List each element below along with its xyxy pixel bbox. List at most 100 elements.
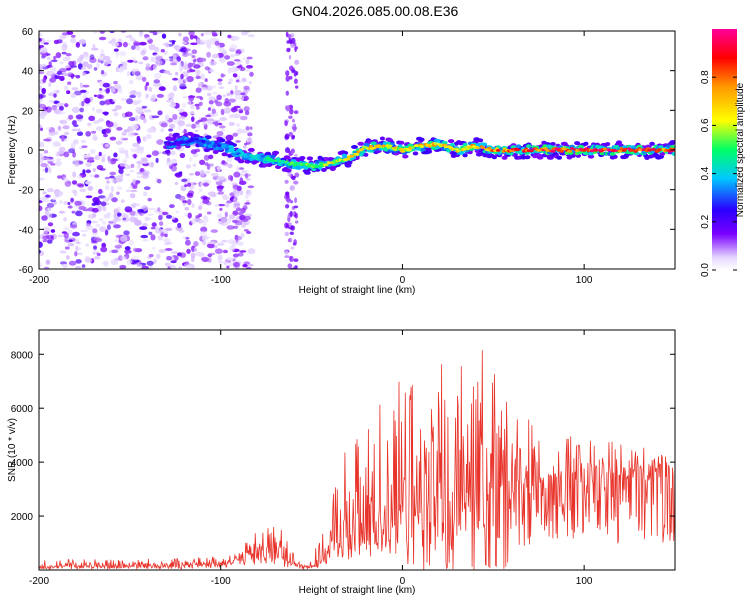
spectrogram-noise-cell <box>163 70 171 74</box>
spectrogram-noise-cell <box>58 146 66 152</box>
spectrogram-noise-cell <box>154 82 162 87</box>
spectrogram-noise-cell <box>43 138 51 142</box>
spectrogram-ridge-cell <box>426 149 433 154</box>
spectrogram-noise-cell <box>163 238 171 243</box>
spectrogram-x-tick-label: -200 <box>29 275 49 286</box>
spectrogram-ridge-cell <box>657 148 663 152</box>
spectrogram-noise-cell <box>211 172 219 177</box>
spectrogram-noise-cell <box>124 249 132 254</box>
spectrogram-noise-cell <box>177 125 182 131</box>
spectrogram-noise-cell <box>177 222 182 228</box>
spectrogram-noise-cell <box>244 69 251 72</box>
spectrogram-noise-cell <box>63 178 69 182</box>
spectrogram-ridge-cell <box>433 142 438 146</box>
spectrogram-noise-cell <box>71 87 79 91</box>
spectrogram-y-tick-label: -40 <box>19 225 34 236</box>
spectrogram-noise-cell <box>93 94 98 98</box>
spectrogram-noise-cell <box>46 56 51 61</box>
spectrogram-noise-cell <box>46 212 53 219</box>
spectrogram-noise-cell <box>82 154 88 159</box>
spectrogram-noise-cell <box>216 242 225 246</box>
spectrogram-noise-cell <box>47 161 54 164</box>
spectrogram-noise-cell <box>169 204 175 209</box>
spectrogram-noise-cell <box>182 36 189 43</box>
spectrogram-noise-cell <box>76 57 83 63</box>
spectrogram-noise-cell <box>44 167 49 173</box>
spectrogram-noise-cell <box>292 126 297 130</box>
spectrogram-noise-cell <box>244 110 250 116</box>
spectrogram-noise-cell <box>150 56 156 62</box>
spectrogram-noise-cell <box>147 207 156 210</box>
spectrogram-noise-cell <box>168 72 173 76</box>
spectrogram-noise-cell <box>151 150 159 157</box>
spectrogram-noise-cell <box>226 257 234 261</box>
spectrogram-noise-cell <box>92 197 100 203</box>
spectrogram-noise-cell <box>111 249 119 254</box>
spectrogram-noise-cell <box>288 222 292 228</box>
spectrogram-noise-cell <box>198 252 205 257</box>
spectrogram-noise-cell <box>139 226 148 231</box>
spectrogram-ridge-cell <box>299 165 306 169</box>
spectrogram-noise-cell <box>183 128 187 134</box>
spectrogram-noise-cell <box>185 164 192 169</box>
spectrogram-noise-cell <box>42 191 47 195</box>
spectrogram-noise-cell <box>156 31 164 34</box>
spectrogram-noise-cell <box>98 36 107 41</box>
spectrogram-noise-cell <box>93 67 98 71</box>
spectrogram-noise-cell <box>202 121 207 126</box>
spectrogram-noise-cell <box>206 241 215 244</box>
spectrogram-noise-cell <box>113 112 119 117</box>
spectrogram-noise-cell <box>196 95 203 99</box>
spectrogram-noise-cell <box>229 214 236 220</box>
spectrogram-noise-cell <box>223 107 231 114</box>
spectrogram-ridge-cell <box>508 151 514 156</box>
spectrogram-noise-cell <box>63 226 70 231</box>
spectrogram-noise-cell <box>55 90 59 94</box>
spectrogram-noise-cell <box>292 118 295 123</box>
spectrogram-noise-cell <box>130 262 137 265</box>
spectrogram-noise-cell <box>230 53 234 58</box>
spectrogram-noise-cell <box>59 61 64 65</box>
colorbar: 0.0 0.2 0.4 0.6 0.8 Normalized spectral ampl… <box>700 29 746 277</box>
spectrogram-ridge-cell <box>319 162 324 165</box>
spectrogram-noise-cell <box>242 145 247 149</box>
spectrogram-noise-cell <box>43 42 49 45</box>
spectrogram-ridge-cell <box>270 159 276 163</box>
colorbar-tick-label: 0.2 <box>700 214 711 228</box>
spectrogram-noise-cell <box>134 217 139 222</box>
spectrogram-noise-cell <box>149 95 156 102</box>
spectrogram-noise-cell <box>248 81 252 84</box>
spectrogram-noise-cell <box>39 103 47 109</box>
spectrogram-noise-cell <box>240 92 246 96</box>
spectrogram-noise-cell <box>92 44 96 49</box>
spectrogram-noise-cell <box>204 66 210 71</box>
spectrogram-noise-cell <box>284 135 290 140</box>
spectrogram-ridge-cell <box>228 148 234 152</box>
spectrogram-noise-cell <box>117 67 124 73</box>
spectrogram-ridge-cell <box>420 147 426 152</box>
spectrogram-noise-cell <box>58 105 64 111</box>
spectrogram-y-tick-label: 60 <box>22 27 34 38</box>
spectrogram-y-label: Frequency (Hz) <box>7 116 18 185</box>
spectrogram-noise-cell <box>128 239 134 246</box>
spectrogram-noise-cell <box>164 227 173 232</box>
spectrogram-noise-cell <box>193 241 199 247</box>
spectrogram-noise-cell <box>113 80 118 85</box>
spectrogram-noise-cell <box>217 191 224 195</box>
spectrogram-noise-cell <box>199 159 206 165</box>
spectrogram-noise-cell <box>101 261 108 265</box>
spectrogram-ridge-cell <box>566 150 573 153</box>
spectrogram-noise-cell <box>203 154 210 161</box>
spectrogram-noise-cell <box>122 217 127 221</box>
spectrogram-x-tick-label: 100 <box>576 275 593 286</box>
spectrogram-noise-cell <box>223 222 229 226</box>
spectrogram-noise-cell <box>205 85 213 91</box>
spectrogram-noise-cell <box>248 190 252 197</box>
spectrogram-noise-cell <box>289 108 294 115</box>
spectrogram-x-tick-label: -100 <box>211 275 231 286</box>
spectrogram-noise-cell <box>82 169 86 175</box>
spectrogram-noise-cell <box>289 255 294 263</box>
spectrogram-noise-cell <box>72 151 76 158</box>
spectrogram-noise-cell <box>232 113 241 119</box>
spectrogram-noise-cell <box>148 213 154 216</box>
